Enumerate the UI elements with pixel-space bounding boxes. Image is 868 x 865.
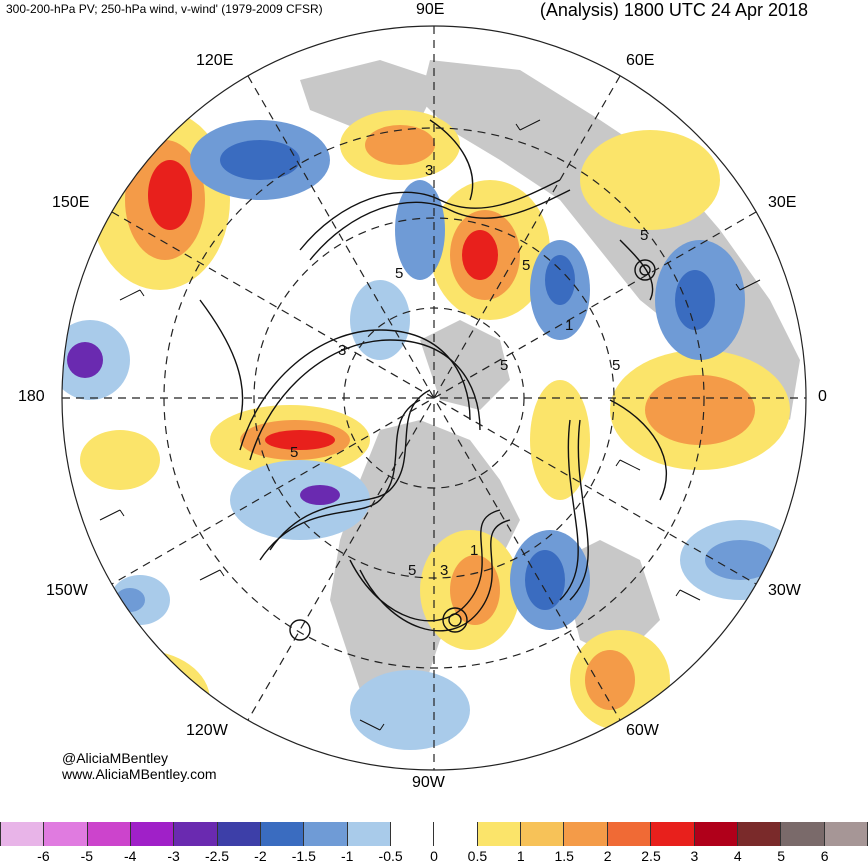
contour-label: 3 [425,162,433,179]
colorbar-swatches [0,822,868,846]
contour-label: 3 [338,342,346,359]
map-boundary [61,25,807,771]
colorbar-label: -4 [123,848,137,864]
colorbar-swatch [261,822,305,846]
contour-label: 3 [440,562,448,579]
colorbar-swatch [304,822,348,846]
contour-label: 5 [500,357,508,374]
colorbar-swatch [781,822,825,846]
colorbar-swatch [44,822,88,846]
graticule [62,26,806,770]
contour-label: 5 [408,562,416,579]
colorbar-swatch [477,822,522,846]
colorbar-swatch [174,822,218,846]
author-handle: @AliciaMBentley [62,750,169,766]
lon-label-150e: 150E [52,194,90,211]
contour-labels: 3 5 5 1 5 3 1 5 5 5 3 5 [290,162,648,579]
lon-label-120e: 120E [196,52,234,69]
colorbar-swatch [391,822,435,846]
lon-label-150w: 150W [46,582,88,599]
colorbar-label: -2.5 [204,848,230,864]
colorbar-label: 0.5 [467,848,488,864]
product-description: 300-200-hPa PV; 250-hPa wind, v-wind' (1… [6,2,323,16]
colorbar-swatch [521,822,565,846]
colorbar-label: 4 [733,848,742,864]
colorbar-label: 1 [516,848,525,864]
contour-label: 1 [470,542,478,559]
colorbar-label: -1.5 [291,848,316,864]
contour-label: 5 [640,227,648,244]
contour-label: 5 [395,265,403,282]
colorbar-label: 0 [430,848,438,864]
colorbar-label: 6 [820,848,829,864]
colorbar-label: 2.5 [641,848,661,864]
colorbar-swatch [651,822,695,846]
lon-label-90e: 90E [416,1,445,18]
lon-label-120w: 120W [186,722,228,739]
valid-time-title: (Analysis) 1800 UTC 24 Apr 2018 [539,0,808,20]
contour-label: 5 [612,357,620,374]
colorbar-swatch [694,822,738,846]
contour-label: 1 [565,317,573,334]
contour-label: 5 [522,257,530,274]
colorbar-label: -0.5 [378,848,403,864]
polar-stereographic-map: 3 5 5 1 5 3 1 5 5 5 3 5 [61,25,807,771]
colorbar-label: 3 [690,848,699,864]
colorbar-label: 1.5 [554,848,574,864]
lon-label-90w: 90W [412,774,445,791]
contour-label: 5 [290,444,298,461]
colorbar-swatch [217,822,262,846]
colorbar-label: -5 [80,848,94,864]
lon-label-60e: 60E [626,52,655,69]
lon-label-180: 180 [18,388,45,405]
colorbar-label: 2 [603,848,612,864]
lon-label-60w: 60W [626,722,659,739]
colorbar-label: -6 [37,848,50,864]
lon-label-30e: 30E [768,194,797,211]
colorbar-swatch [824,822,868,846]
lon-label-0: 0 [818,388,827,405]
colorbar-swatch [607,822,652,846]
colorbar-label: -1 [340,848,354,864]
colorbar-label: -2 [254,848,267,864]
colorbar-label: -3 [167,848,180,864]
colorbar-swatch [347,822,392,846]
colorbar-swatch [0,822,45,846]
author-website: www.AliciaMBentley.com [62,766,217,782]
colorbar-swatch [737,822,782,846]
colorbar-swatch [564,822,608,846]
colorbar-swatch [131,822,175,846]
lon-label-30w: 30W [768,582,801,599]
colorbar-swatch [434,822,478,846]
wind-barbs [99,119,761,731]
colorbar-swatch [87,822,132,846]
colorbar-label: 5 [777,848,786,864]
colorbar: -6 -5 -4 -3 -2.5 -2 -1.5 -1 -0.5 0 0.5 1 1.5 2 2.5 3 4 5 6 [0,822,868,865]
